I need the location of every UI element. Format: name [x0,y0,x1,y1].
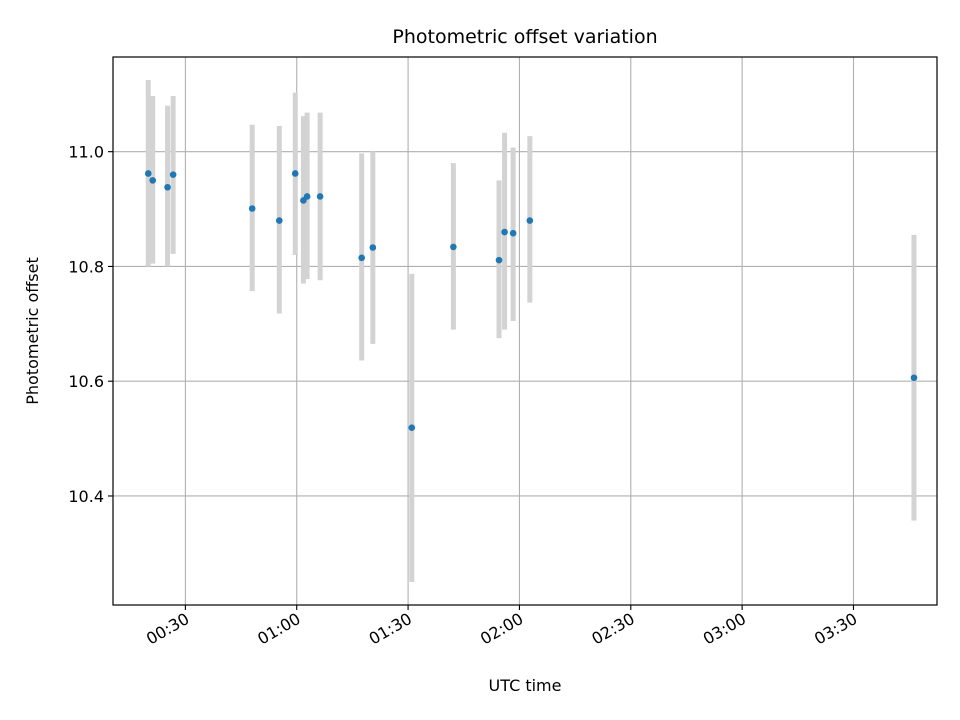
data-point [144,170,152,177]
data-point [248,205,256,212]
data-point [275,217,283,224]
x-axis-label: UTC time [489,676,562,695]
data-points [144,170,918,431]
data-point [291,170,299,177]
data-point [358,254,365,262]
y-tick-label: 11.0 [68,143,104,162]
y-tick-label: 10.6 [68,372,104,391]
data-point [149,177,157,184]
data-point [169,171,177,178]
data-point [509,229,517,237]
y-axis-ticks: 10.4 10.6 10.8 11.0 [68,143,113,506]
y-tick-label: 10.8 [68,257,104,276]
data-point [316,193,324,200]
plot-frame [112,56,938,606]
data-point [910,374,918,382]
data-point [495,256,503,264]
data-point [501,228,508,236]
data-point [164,183,171,191]
data-point [303,193,311,200]
chart-title: Photometric offset variation [392,26,657,48]
y-axis-label: Photometric offset [23,257,42,405]
data-point [408,424,416,431]
data-point [450,243,457,251]
data-point [369,244,377,251]
data-point [526,217,534,224]
y-tick-label: 10.4 [68,487,104,506]
